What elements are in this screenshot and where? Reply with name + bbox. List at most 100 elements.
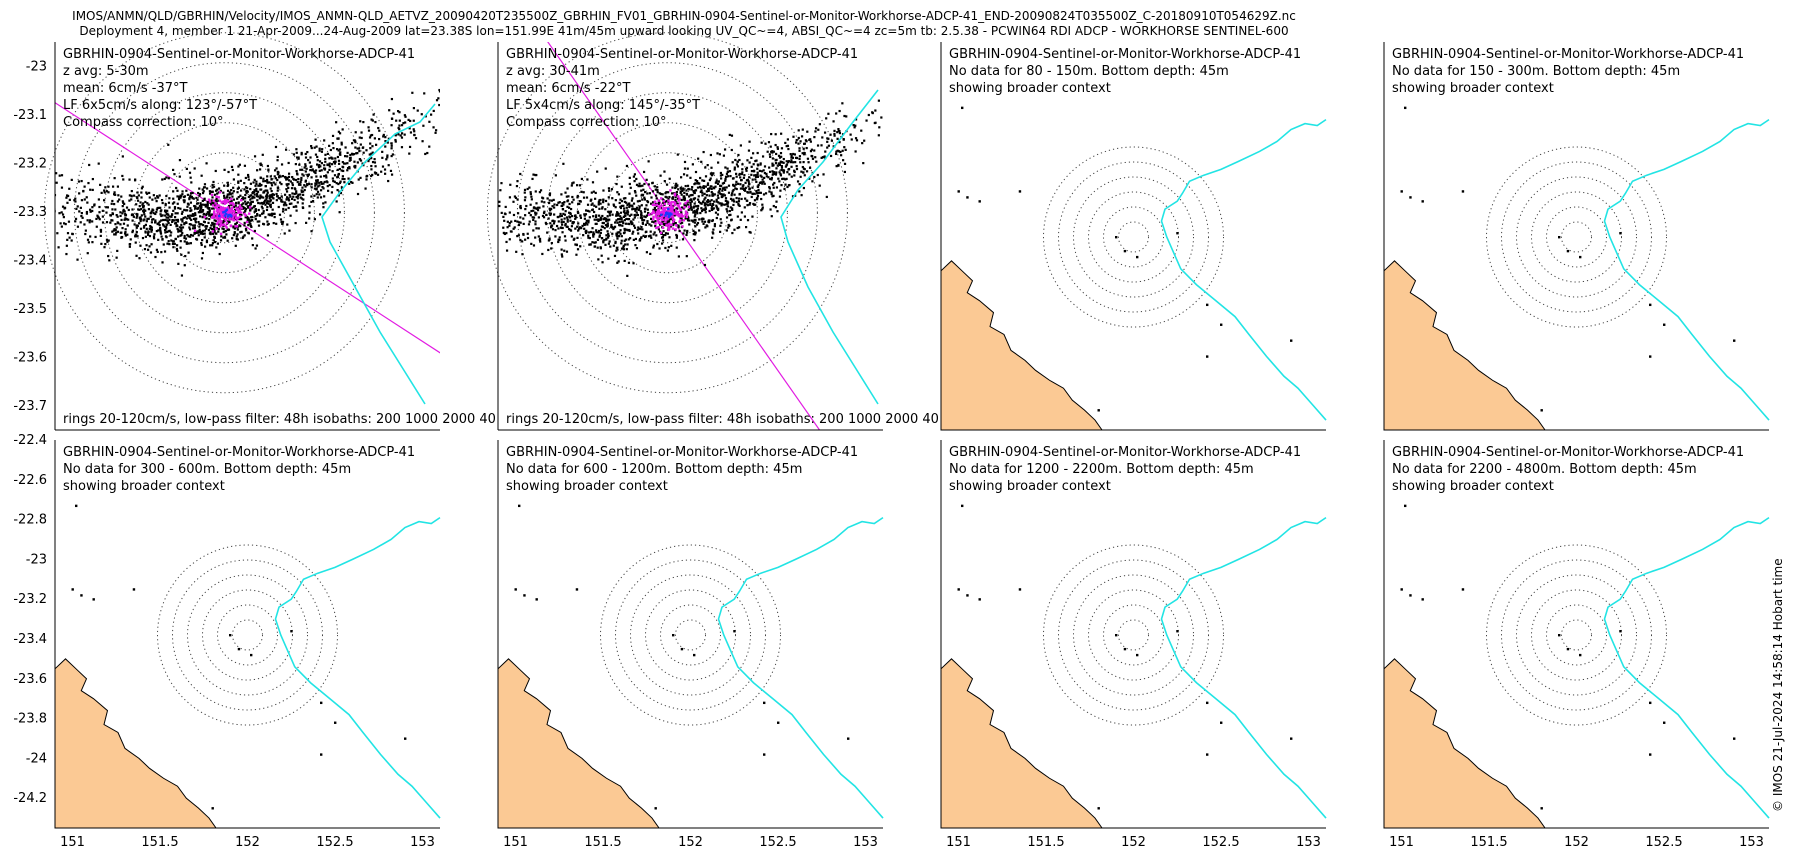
- velocity-point: [564, 210, 567, 213]
- velocity-point: [60, 186, 64, 189]
- velocity-point: [139, 219, 142, 223]
- velocity-point: [631, 232, 634, 235]
- velocity-point: [600, 225, 604, 228]
- range-ring: [232, 619, 263, 651]
- velocity-point: [699, 201, 702, 205]
- velocity-point: [191, 197, 194, 200]
- velocity-point: [779, 174, 783, 177]
- y-tick-label: -23.5: [13, 302, 47, 317]
- velocity-point: [798, 157, 801, 161]
- velocity-point: [707, 189, 710, 192]
- velocity-point: [300, 176, 303, 180]
- panel-note: showing broader context: [1392, 479, 1554, 494]
- velocity-point: [783, 187, 786, 191]
- velocity-point: [394, 140, 397, 143]
- velocity-point: [167, 143, 170, 146]
- velocity-point: [364, 187, 367, 190]
- velocity-point: [712, 232, 715, 235]
- velocity-point: [242, 235, 245, 238]
- velocity-point: [722, 181, 726, 185]
- velocity-point: [714, 181, 717, 184]
- velocity-point: [348, 159, 351, 162]
- velocity-point: [814, 156, 817, 159]
- velocity-point: [617, 193, 620, 196]
- velocity-point: [706, 183, 709, 187]
- lowpass-point: [224, 198, 227, 202]
- velocity-point: [139, 216, 142, 219]
- velocity-point: [110, 219, 113, 222]
- velocity-point: [480, 217, 482, 219]
- velocity-point: [913, 114, 915, 116]
- velocity-point: [506, 226, 509, 229]
- velocity-point: [595, 214, 598, 217]
- velocity-point: [624, 197, 627, 200]
- velocity-point: [508, 222, 511, 225]
- velocity-point: [644, 190, 647, 194]
- velocity-point: [771, 164, 774, 167]
- island-mark: [535, 598, 538, 601]
- velocity-point: [284, 176, 287, 179]
- velocity-point: [717, 208, 720, 212]
- velocity-point: [77, 180, 81, 183]
- lowpass-point: [223, 207, 226, 210]
- velocity-point: [386, 156, 389, 159]
- velocity-point: [571, 195, 574, 199]
- velocity-point: [700, 189, 703, 192]
- velocity-point: [561, 231, 564, 234]
- velocity-point: [68, 187, 71, 190]
- velocity-point: [833, 129, 836, 132]
- velocity-point: [176, 220, 180, 223]
- velocity-point: [158, 194, 161, 197]
- velocity-point: [216, 188, 219, 191]
- velocity-point: [614, 240, 617, 243]
- velocity-point: [874, 109, 877, 112]
- velocity-point: [281, 210, 285, 213]
- velocity-point: [894, 64, 896, 66]
- velocity-point: [86, 252, 89, 255]
- velocity-point: [787, 161, 790, 164]
- velocity-point: [281, 220, 284, 223]
- velocity-point: [658, 223, 662, 226]
- velocity-point: [641, 194, 645, 197]
- velocity-point: [840, 154, 843, 157]
- velocity-point: [700, 202, 703, 205]
- velocity-point: [175, 186, 178, 190]
- velocity-point: [784, 178, 787, 181]
- velocity-point: [161, 261, 164, 264]
- velocity-point: [161, 223, 165, 226]
- velocity-point: [605, 219, 608, 223]
- velocity-point: [642, 170, 646, 174]
- velocity-point: [531, 177, 534, 181]
- velocity-point: [651, 181, 654, 184]
- velocity-point: [259, 184, 262, 187]
- velocity-point: [616, 218, 620, 221]
- velocity-point: [836, 137, 839, 140]
- velocity-point: [700, 209, 704, 213]
- x-tick-label: 151.5: [1027, 835, 1064, 850]
- island-mark: [211, 807, 214, 810]
- velocity-point: [304, 170, 307, 173]
- velocity-point: [651, 190, 655, 193]
- velocity-point: [562, 212, 565, 216]
- velocity-point: [269, 194, 272, 197]
- velocity-point: [664, 233, 667, 237]
- lowpass-point: [679, 219, 682, 222]
- velocity-point: [539, 240, 542, 243]
- velocity-point: [532, 218, 535, 221]
- velocity-point: [792, 152, 795, 156]
- velocity-point: [719, 230, 722, 233]
- velocity-point: [671, 196, 675, 199]
- velocity-point: [226, 189, 230, 192]
- velocity-point: [513, 195, 517, 198]
- velocity-point: [665, 220, 668, 223]
- x-tick-label: 152.5: [1645, 835, 1682, 850]
- velocity-point: [704, 226, 707, 229]
- x-tick-label: 152: [1564, 835, 1589, 850]
- velocity-point: [606, 215, 609, 218]
- velocity-point: [155, 229, 158, 233]
- velocity-point: [214, 169, 217, 173]
- velocity-point: [897, 87, 899, 89]
- velocity-point: [823, 155, 826, 158]
- velocity-point: [398, 119, 401, 122]
- velocity-point: [360, 136, 363, 140]
